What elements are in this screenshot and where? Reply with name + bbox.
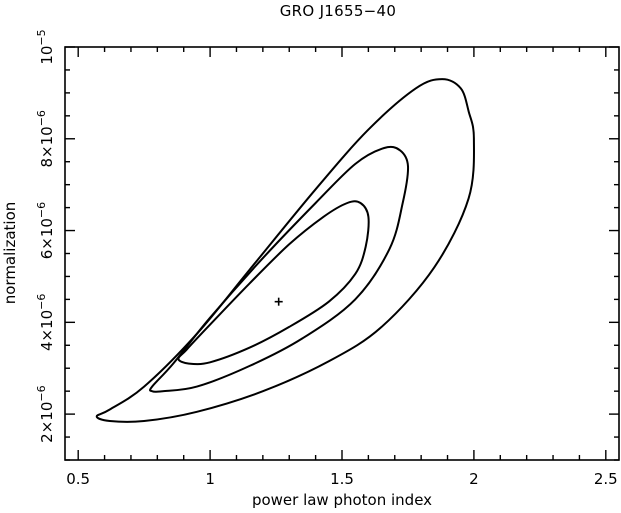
plot-frame	[64, 46, 620, 461]
y-tick-label: 6×10−6	[35, 202, 56, 259]
x-axis: 0.5 1 1.5 2 2.5	[66, 47, 618, 488]
x-axis-title: power law photon index	[252, 491, 432, 509]
x-tick-label: 2	[469, 470, 479, 488]
contour-middle	[149, 145, 410, 393]
x-tick-label: 1.5	[330, 470, 354, 488]
y-tick-label: 4×10−6	[35, 294, 56, 351]
y-axis-title: normalization	[1, 202, 19, 305]
y-tick-label: 10−5	[35, 29, 56, 64]
chart-title: GRO J1655−40	[280, 2, 396, 20]
x-tick-label: 0.5	[66, 470, 90, 488]
x-tick-label: 1	[205, 470, 215, 488]
y-tick-label: 8×10−6	[35, 110, 56, 167]
y-axis: 2×10−6 4×10−6 6×10−6 8×10−6 10−5	[35, 29, 619, 461]
best-fit-marker	[274, 297, 283, 306]
contour-outer	[95, 78, 475, 423]
contour-inner	[177, 200, 370, 366]
x-tick-label: 2.5	[594, 470, 618, 488]
contour-group	[95, 78, 475, 423]
y-tick-label: 2×10−6	[35, 385, 56, 442]
